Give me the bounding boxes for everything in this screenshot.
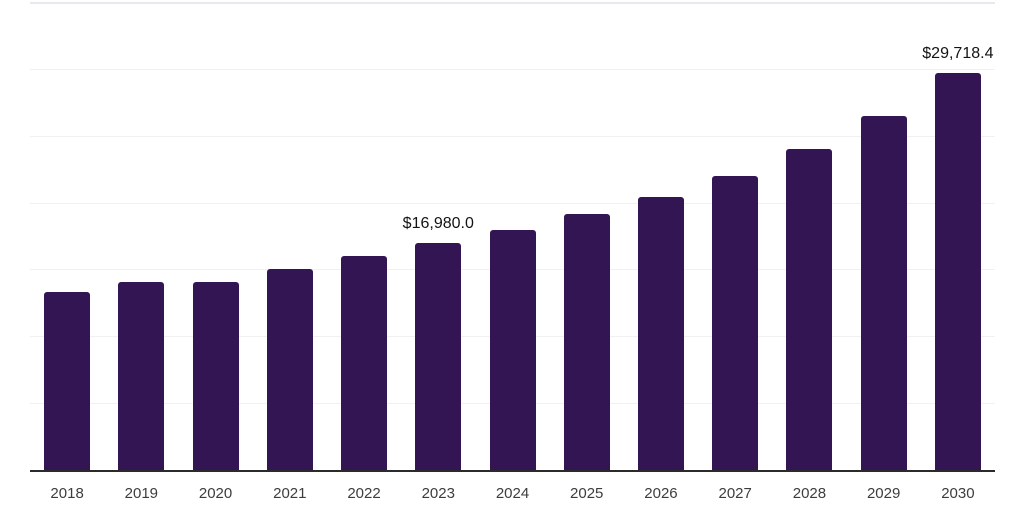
x-tick-label-2030: 2030 [941, 485, 975, 502]
gridline-20000 [30, 202, 995, 204]
x-tick-label-2027: 2027 [718, 485, 752, 502]
x-tick-label-2018: 2018 [50, 485, 84, 502]
bar-2029 [860, 115, 907, 470]
bar-2027 [712, 176, 759, 470]
bar-2028 [786, 148, 833, 470]
bar-2020 [192, 282, 239, 470]
bar-2023 [415, 242, 462, 470]
x-tick-label-2025: 2025 [570, 485, 604, 502]
x-tick-label-2019: 2019 [124, 485, 159, 502]
bar-2018 [44, 291, 91, 470]
plot-area [30, 0, 995, 470]
bar-2019 [118, 282, 165, 470]
gridline-35000 [30, 2, 995, 4]
bar-2022 [341, 255, 388, 470]
x-tick-label-2022: 2022 [347, 485, 381, 502]
x-tick-label-2020: 2020 [198, 485, 233, 502]
x-tick-label-2024: 2024 [495, 485, 530, 502]
bar-2024 [489, 229, 536, 470]
value-label-2030: $29,718.4 [922, 44, 994, 62]
bar-2030 [934, 72, 981, 470]
value-label-2023: $16,980.0 [402, 214, 474, 232]
x-tick-label-2023: 2023 [421, 485, 455, 502]
x-tick-label-2026: 2026 [644, 485, 678, 502]
gridline-25000 [30, 135, 995, 137]
bar-2026 [637, 196, 684, 470]
bar-2021 [266, 268, 313, 470]
x-tick-label-2029: 2029 [866, 485, 901, 502]
gridline-30000 [30, 68, 995, 70]
bar-2025 [563, 214, 610, 470]
x-tick-label-2021: 2021 [273, 485, 307, 502]
x-tick-label-2028: 2028 [792, 485, 827, 502]
x-axis-line [30, 470, 995, 472]
